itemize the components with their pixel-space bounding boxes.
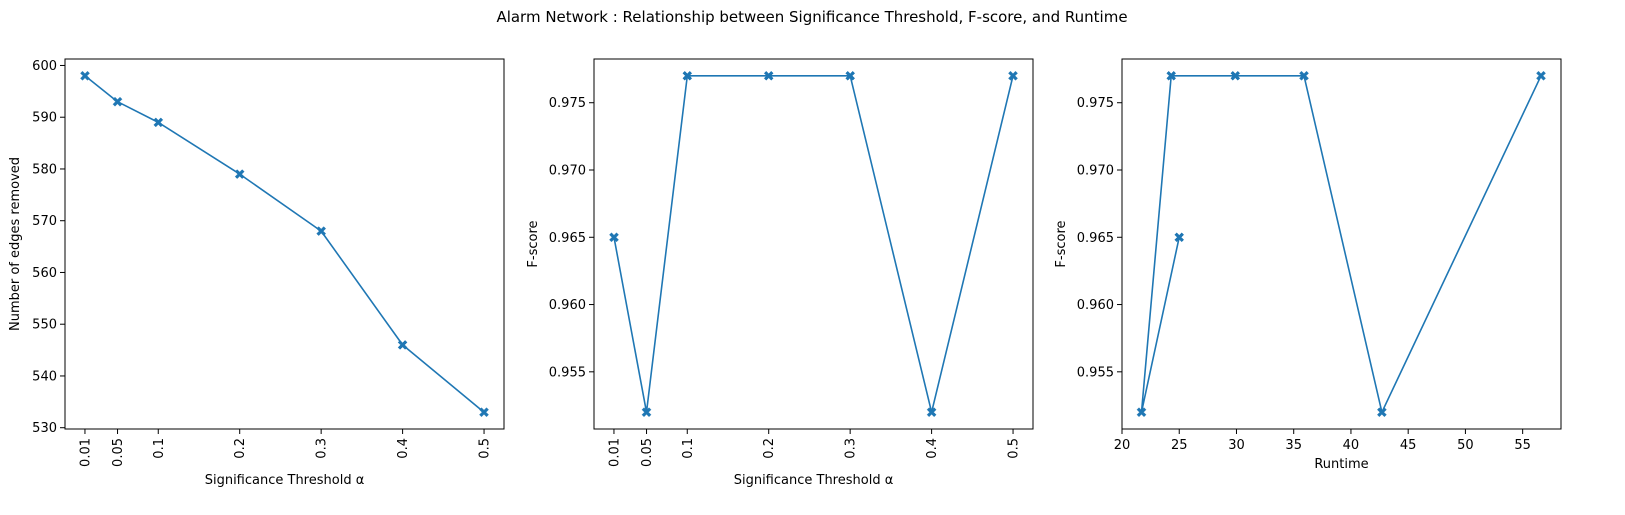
x-tick-label: 25: [1171, 438, 1188, 453]
data-point: [80, 70, 90, 81]
y-tick-label: 560: [32, 266, 57, 281]
x-tick-label: 0.01: [607, 438, 622, 467]
chart-title: Alarm Network : Relationship between Sig…: [496, 8, 1127, 26]
data-point: [845, 70, 856, 81]
x-tick-label: 0.1: [681, 438, 696, 459]
data-point: [1136, 407, 1147, 418]
x-tick-label: 55: [1514, 438, 1531, 453]
y-tick-label: 0.975: [1077, 96, 1114, 111]
x-axis-label: Significance Threshold α: [734, 473, 894, 488]
x-axis-label: Significance Threshold α: [205, 473, 365, 488]
y-axis-label: Number of edges removed: [8, 157, 23, 331]
x-tick-label: 35: [1285, 438, 1302, 453]
data-point: [926, 407, 937, 418]
axes-frame: [1121, 58, 1562, 430]
data-point: [397, 340, 408, 350]
data-point: [1174, 232, 1185, 243]
y-tick-label: 590: [32, 111, 57, 126]
axes-frame: [593, 58, 1034, 430]
data-point: [1230, 70, 1241, 81]
y-tick-label: 0.955: [1077, 365, 1114, 380]
data-point: [316, 226, 327, 236]
x-tick-label: 0.1: [152, 438, 167, 459]
data-point: [609, 232, 619, 243]
x-tick-label: 40: [1343, 438, 1360, 453]
data-point: [1377, 407, 1387, 418]
x-tick-label: 0.3: [844, 438, 859, 459]
x-tick-label: 0.5: [478, 438, 493, 459]
x-tick-label: 0.4: [396, 438, 411, 459]
data-point: [763, 70, 774, 81]
axes-frame: [64, 58, 505, 430]
y-tick-label: 0.965: [1077, 231, 1114, 246]
x-tick-label: 0.4: [925, 438, 940, 459]
series-line: [84, 75, 485, 413]
x-tick-label: 45: [1400, 438, 1417, 453]
data-point: [682, 70, 693, 81]
y-axis-label: F-score: [1054, 220, 1069, 267]
y-tick-label: 570: [32, 214, 57, 229]
x-tick-label: 0.3: [315, 438, 330, 459]
y-tick-label: 0.960: [549, 298, 586, 313]
subplot-edges-removed: 0.01 0.05 0.1 0.2 0.3 0.4 0.5 530 540 550 560 570 58…: [8, 58, 505, 488]
y-tick-label: 0.955: [549, 365, 586, 380]
series-line: [1140, 75, 1542, 414]
data-point: [479, 407, 489, 418]
x-tick-label: 0.5: [1007, 438, 1022, 459]
x-tick-label: 0.05: [111, 438, 126, 467]
data-point: [234, 169, 245, 179]
data-point: [1008, 70, 1018, 81]
y-tick-label: 530: [32, 421, 57, 436]
y-tick-label: 0.960: [1077, 298, 1114, 313]
x-tick-label: 50: [1457, 438, 1474, 453]
data-point: [153, 117, 164, 128]
y-axis-label: F-score: [526, 220, 541, 267]
x-tick-label: 0.05: [640, 438, 655, 467]
x-tick-label: 0.2: [233, 438, 248, 459]
x-tick-label: 30: [1228, 438, 1245, 453]
subplot-fscore-vs-threshold: 0.01 0.05 0.1 0.2 0.3 0.4 0.5 0.955 0.960 0.965 0.…: [526, 58, 1034, 488]
y-tick-label: 600: [32, 59, 57, 74]
y-tick-label: 0.970: [549, 164, 586, 179]
data-point: [1536, 70, 1546, 81]
y-tick-label: 540: [32, 369, 57, 384]
y-tick-label: 0.975: [549, 96, 586, 111]
x-axis-label: Runtime: [1314, 457, 1368, 472]
x-tick-label: 0.2: [762, 438, 777, 459]
data-point: [112, 96, 123, 107]
data-point: [1166, 70, 1177, 81]
y-tick-label: 580: [32, 162, 57, 177]
data-point: [641, 407, 652, 418]
y-tick-label: 0.970: [1077, 164, 1114, 179]
x-tick-label: 0.01: [78, 438, 93, 467]
data-point: [1299, 70, 1309, 81]
x-tick-label: 20: [1114, 438, 1131, 453]
y-tick-label: 550: [32, 318, 57, 333]
subplot-fscore-vs-runtime: 20 25 30 35 40 45 50 55 0.955 0.960 0.965 0.970 0.97…: [1054, 58, 1562, 472]
y-tick-label: 0.965: [549, 231, 586, 246]
series-line: [613, 75, 1014, 414]
